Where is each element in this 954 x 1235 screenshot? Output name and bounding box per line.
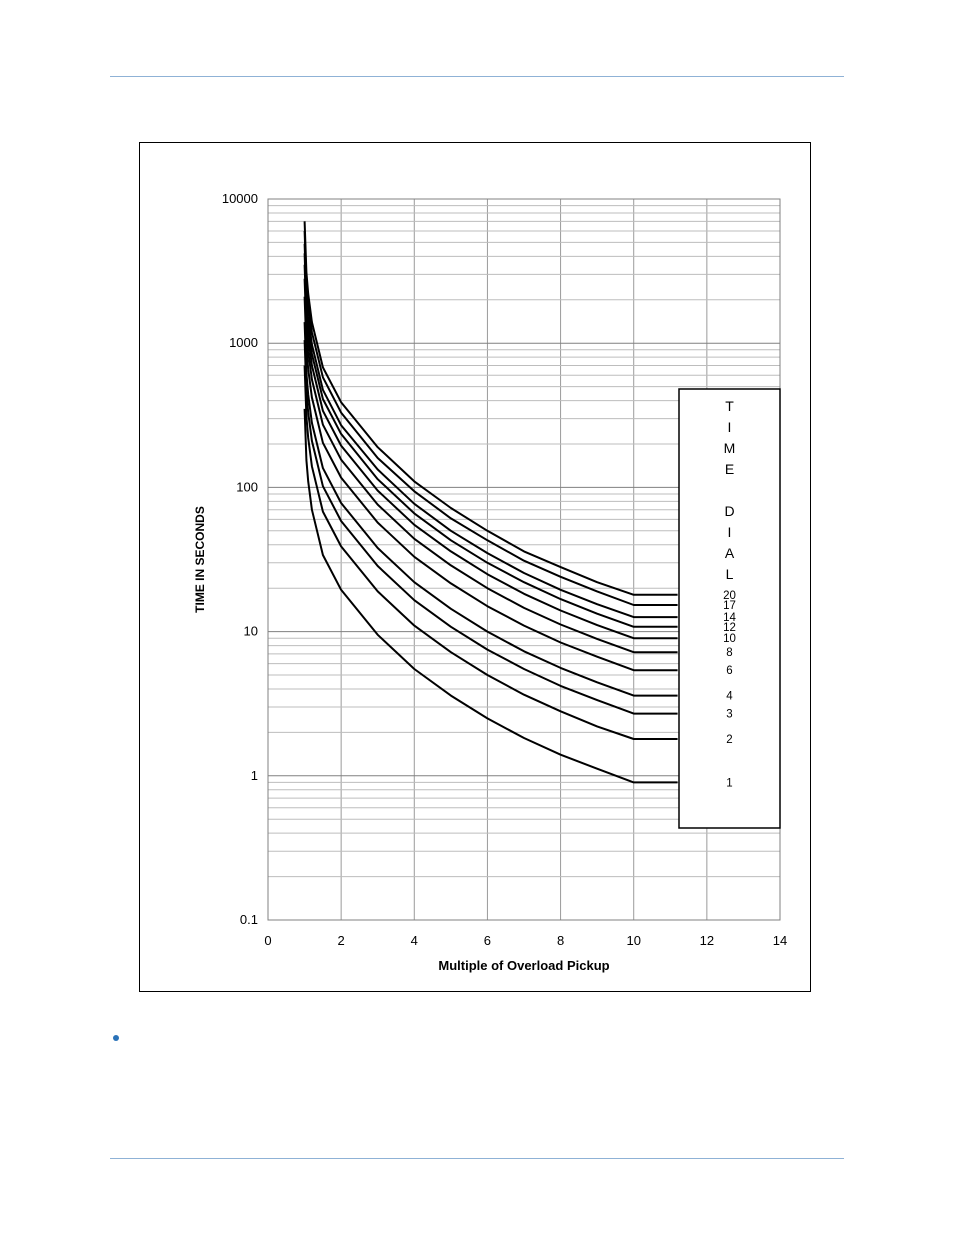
legend-title-letter: E bbox=[725, 461, 734, 477]
legend-title-letter: T bbox=[725, 398, 734, 414]
curves bbox=[303, 221, 678, 784]
legend-label-dial-1: 1 bbox=[726, 777, 732, 789]
legend-label-dial-14: 14 bbox=[723, 612, 736, 624]
legend-label-dial-4: 4 bbox=[726, 691, 733, 703]
curve-dial-4 bbox=[303, 322, 678, 697]
curve-dial-3 bbox=[303, 340, 678, 715]
y-tick-label: 10 bbox=[244, 624, 258, 639]
legend-label-dial-3: 3 bbox=[726, 709, 732, 721]
legend-label-dial-17: 17 bbox=[723, 600, 736, 612]
curve-dial-1 bbox=[303, 408, 678, 784]
legend-label-dial-20: 20 bbox=[723, 590, 736, 602]
legend-title-letter: L bbox=[726, 566, 734, 582]
x-tick-label: 2 bbox=[338, 933, 345, 948]
legend-title-letter: D bbox=[724, 503, 734, 519]
footer-rule bbox=[110, 1158, 844, 1159]
header-rule bbox=[110, 76, 844, 77]
x-tick-label: 10 bbox=[626, 933, 640, 948]
y-tick-label: 0.1 bbox=[240, 912, 258, 927]
curve-dial-8 bbox=[303, 278, 678, 654]
x-tick-label: 8 bbox=[557, 933, 564, 948]
x-tick-label: 6 bbox=[484, 933, 491, 948]
legend-box bbox=[678, 388, 781, 829]
curve-dial-14 bbox=[303, 243, 678, 619]
y-tick-label: 100 bbox=[236, 479, 258, 494]
legend-title-letter: M bbox=[724, 440, 736, 456]
x-tick-label: 14 bbox=[773, 933, 787, 948]
x-tick-label: 12 bbox=[700, 933, 714, 948]
legend-label-dial-8: 8 bbox=[726, 647, 732, 659]
y-axis-label: TIME IN SECONDS bbox=[193, 506, 207, 613]
curve-dial-6 bbox=[303, 296, 678, 672]
legend-title-letter: I bbox=[728, 524, 732, 540]
curve-dial-12 bbox=[303, 253, 678, 628]
y-tick-label: 1 bbox=[251, 768, 258, 783]
x-tick-label: 0 bbox=[264, 933, 271, 948]
y-tick-label: 10000 bbox=[222, 191, 258, 206]
x-tick-label: 4 bbox=[411, 933, 418, 948]
legend-title-letter: A bbox=[725, 545, 735, 561]
legend-label-dial-12: 12 bbox=[723, 622, 736, 634]
legend-label-dial-6: 6 bbox=[726, 665, 732, 677]
curve-dial-2 bbox=[303, 365, 678, 740]
curve-dial-10 bbox=[303, 264, 678, 640]
legend-label-dial-10: 10 bbox=[723, 633, 736, 645]
x-axis-label: Multiple of Overload Pickup bbox=[438, 958, 609, 973]
bullet-point bbox=[113, 1035, 119, 1041]
y-tick-label: 1000 bbox=[229, 335, 258, 350]
legend-label-dial-2: 2 bbox=[726, 734, 732, 746]
legend-title-letter: I bbox=[728, 419, 732, 435]
curve-dial-17 bbox=[303, 230, 678, 606]
curve-dial-20 bbox=[303, 221, 678, 596]
